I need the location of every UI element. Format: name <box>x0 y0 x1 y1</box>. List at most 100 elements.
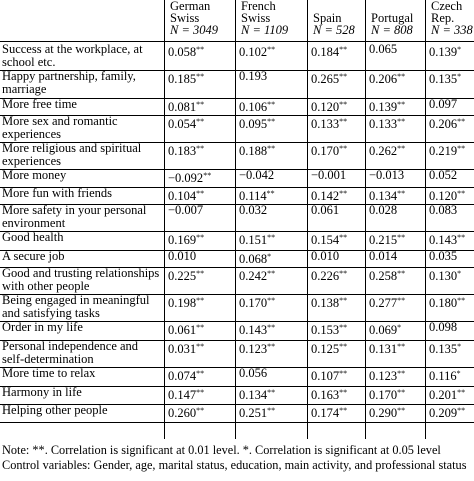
significance-mark: * <box>457 45 462 54</box>
significance-mark: ** <box>457 189 466 198</box>
table-cell: 0.098 <box>427 321 464 334</box>
significance-mark: * <box>457 72 462 81</box>
significance-mark: ** <box>339 323 348 332</box>
significance-mark: * <box>457 342 462 351</box>
significance-mark: ** <box>397 189 406 198</box>
cell-value: 0.120 <box>429 189 458 203</box>
table-cell: 0.170** <box>367 386 414 402</box>
column-header-name: Portugal <box>371 11 414 25</box>
table-cell: 0.058** <box>166 43 224 59</box>
column-header-name: Swiss <box>170 11 200 25</box>
cell-value: 0.068 <box>239 252 268 266</box>
table-cell: −0.013 <box>367 169 414 182</box>
cell-value: 0.032 <box>239 203 268 217</box>
row-label: More money <box>2 168 67 182</box>
table-cell: 0.183** <box>166 142 224 158</box>
table-cell: 0.135* <box>427 70 464 86</box>
significance-mark: ** <box>457 144 466 153</box>
significance-mark: ** <box>196 296 205 305</box>
table-cell: 0.010 <box>309 250 354 263</box>
table-cell: 0.143** <box>427 231 465 247</box>
table-cell: 0.134** <box>237 386 296 402</box>
cell-value: 0.138 <box>311 296 340 310</box>
table-cell: 0.206** <box>367 70 414 86</box>
table-cell: 0.068* <box>237 250 296 266</box>
table-row: Harmony in life 0.147** 0.134** 0.163** 0.17… <box>0 386 474 404</box>
cell-value: 0.125 <box>311 342 340 356</box>
table-row: Order in my life 0.061** 0.143** 0.153** 0.0… <box>0 321 474 340</box>
significance-mark: ** <box>397 233 406 242</box>
significance-mark: ** <box>196 100 205 109</box>
significance-mark: ** <box>339 369 348 378</box>
table-cell: 0.032 <box>237 204 296 217</box>
table-cell: 0.106** <box>237 98 296 114</box>
table-cell: 0.184** <box>309 43 354 59</box>
table-cell: 0.081** <box>166 98 224 114</box>
table-cell: 0.116* <box>427 367 464 383</box>
row-label: Harmony in life <box>2 385 82 399</box>
table-cell: 0.095** <box>237 115 296 131</box>
significance-mark: ** <box>196 323 205 332</box>
table-cell: 0.139* <box>427 43 464 59</box>
column-header-name: Spain <box>313 11 342 25</box>
cell-value: 0.123 <box>239 342 268 356</box>
table-cell: 0.147** <box>166 386 224 402</box>
significance-mark: ** <box>267 406 276 415</box>
table-cell: 0.198** <box>166 294 224 310</box>
table-cell: 0.131** <box>367 340 414 356</box>
significance-mark: ** <box>339 342 348 351</box>
cell-value: 0.262 <box>369 144 398 158</box>
cell-value: 0.061 <box>168 323 197 337</box>
cell-value: −0.007 <box>168 203 204 217</box>
significance-mark: ** <box>339 72 348 81</box>
table-cell: 0.290** <box>367 404 414 420</box>
row-rule <box>0 267 474 268</box>
table-cell: 0.139** <box>367 98 414 114</box>
table-cell: 0.138** <box>309 294 354 310</box>
table-cell: 0.260** <box>166 404 224 420</box>
column-sample-size: N = 3049 <box>170 23 219 37</box>
cell-value: 0.188 <box>239 144 268 158</box>
significance-mark: ** <box>267 117 276 126</box>
row-label: More fun with friends <box>2 186 113 200</box>
table-notes: Note: **. Correlation is significant at … <box>2 443 474 473</box>
significance-mark: ** <box>339 296 348 305</box>
significance-mark: ** <box>196 189 205 198</box>
cell-value: 0.225 <box>168 269 197 283</box>
row-rule <box>0 422 474 423</box>
significance-mark: ** <box>339 117 348 126</box>
table-cell: 0.225** <box>166 267 224 283</box>
cell-value: 0.206 <box>429 117 458 131</box>
note-control-variables: Control variables: Gender, age, marital … <box>2 458 467 472</box>
cell-value: 0.143 <box>239 323 268 337</box>
row-rule <box>0 115 474 116</box>
table-cell: 0.226** <box>309 267 354 283</box>
table-cell: 0.163** <box>309 386 354 402</box>
table-cell: 0.061** <box>166 321 224 337</box>
cell-value: 0.184 <box>311 45 340 59</box>
table-cell: 0.052 <box>427 169 464 182</box>
significance-mark: ** <box>457 296 466 305</box>
significance-mark: ** <box>196 72 205 81</box>
significance-mark: ** <box>457 406 466 415</box>
cell-value: 0.219 <box>429 144 458 158</box>
table-cell: 0.142** <box>309 187 354 203</box>
cell-value: 0.130 <box>429 269 458 283</box>
row-rule <box>0 367 474 368</box>
table-row: A secure job 0.010 0.068* 0.010 0.014 0.035 <box>0 250 474 267</box>
table-row: More money −0.092** −0.042 −0.001 −0.013 0.05… <box>0 169 474 187</box>
row-label: Good and trusting relationships with oth… <box>2 266 160 293</box>
cell-value: 0.226 <box>311 269 340 283</box>
significance-mark: ** <box>397 100 406 109</box>
table-cell: 0.188** <box>237 142 296 158</box>
cell-value: 0.123 <box>369 369 398 383</box>
cell-value: 0.010 <box>311 249 340 263</box>
row-label: More free time <box>2 97 77 111</box>
table-cell: 0.251** <box>237 404 296 420</box>
significance-mark: ** <box>196 388 205 397</box>
significance-mark: ** <box>267 342 276 351</box>
cell-value: 0.056 <box>239 366 268 380</box>
cell-value: 0.209 <box>429 406 458 420</box>
note-significance: Note: **. Correlation is significant at … <box>2 443 441 457</box>
table-cell: 0.265** <box>309 70 354 86</box>
